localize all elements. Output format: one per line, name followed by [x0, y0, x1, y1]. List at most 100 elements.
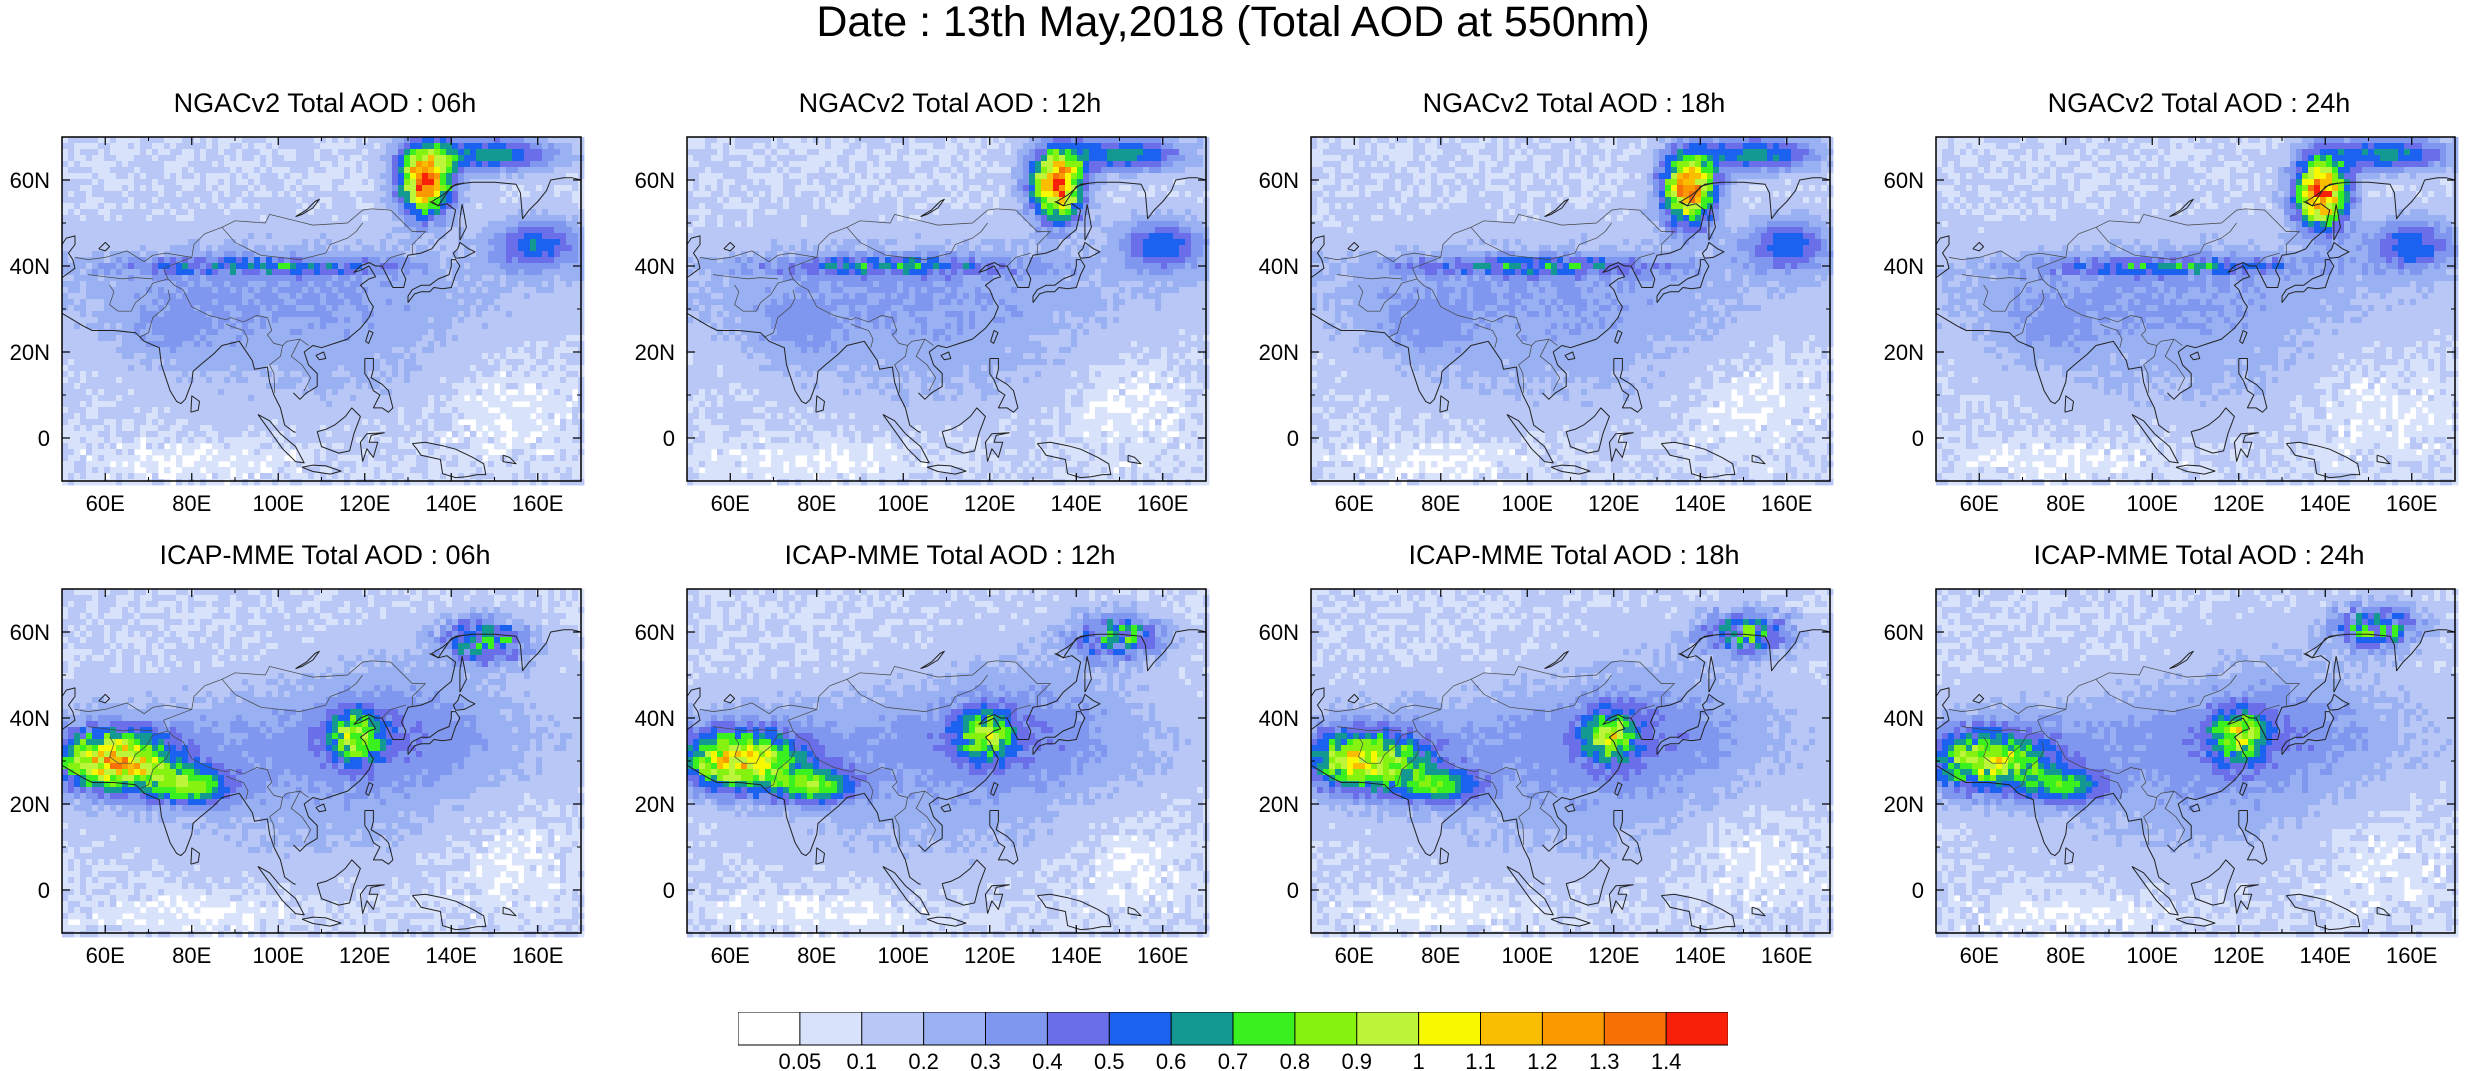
map-panel-ngac-06h: NGACv2 Total AOD : 06h 60E 80E 100E 120E 140…	[10, 88, 630, 528]
lon-tick-label: 100E	[878, 943, 929, 968]
lat-tick-label: 20N	[10, 340, 50, 365]
lon-tick-label: 120E	[339, 943, 390, 968]
colorbar-legend: 0.05 0.1 0.2 0.3 0.4 0.5 0.6 0.7 0.8 0.9 1 1.1 1.2 1.…	[738, 1012, 1728, 1071]
lon-tick-label: 120E	[964, 491, 1015, 516]
lon-tick-label: 80E	[1421, 491, 1460, 516]
lat-tick-label: 40N	[1259, 254, 1299, 279]
lon-tick-label: 100E	[253, 943, 304, 968]
lat-tick-label: 0	[1912, 426, 1924, 451]
coastline	[686, 177, 1207, 479]
map-plot: 60E 80E 100E 120E 140E 160E 60N 40N 20N 0	[10, 136, 585, 516]
lat-tick-label: 40N	[10, 706, 50, 731]
lat-tick-label: 40N	[10, 254, 50, 279]
colorbar-swatch	[1541, 1012, 1606, 1046]
colorbar-label: 0.2	[908, 1049, 939, 1071]
lon-tick-label: 140E	[1675, 491, 1726, 516]
country-borders	[74, 660, 427, 845]
lon-tick-label: 60E	[711, 491, 750, 516]
map-plot: 60E 80E 100E 120E 140E 160E 60N 40N 20N 0	[1884, 136, 2459, 516]
lon-tick-label: 120E	[1588, 943, 1639, 968]
colorbar-label: 1.2	[1527, 1049, 1558, 1071]
lon-tick-label: 140E	[426, 943, 477, 968]
lat-tick-label: 60N	[635, 620, 675, 645]
lon-tick-label: 80E	[2046, 943, 2085, 968]
lon-tick-label: 160E	[1761, 943, 1812, 968]
country-borders	[74, 208, 427, 393]
coastline	[1310, 629, 1831, 931]
colorbar-label: 0.9	[1341, 1049, 1372, 1071]
coastline	[61, 177, 582, 479]
lon-tick-label: 120E	[2213, 943, 2264, 968]
map-panel-ngac-18h: NGACv2 Total AOD : 18h 60E 80E 100E 120E 140…	[1259, 88, 1879, 528]
lat-tick-label: 20N	[635, 792, 675, 817]
lon-tick-label: 80E	[2046, 491, 2085, 516]
map-panel-icap-06h: ICAP-MME Total AOD : 06h 60E 80E 100E 120E 1…	[10, 540, 630, 980]
map-plot: 60E 80E 100E 120E 140E 160E 60N 40N 20N 0	[1259, 588, 1834, 968]
lon-tick-label: 60E	[1960, 491, 1999, 516]
lon-tick-label: 80E	[172, 491, 211, 516]
lat-tick-label: 40N	[1884, 254, 1924, 279]
lon-tick-label: 100E	[1502, 943, 1553, 968]
lon-tick-label: 160E	[2386, 491, 2437, 516]
colorbar-swatch	[985, 1012, 1049, 1046]
lat-tick-label: 40N	[635, 254, 675, 279]
panel-title: NGACv2 Total AOD : 18h	[1269, 88, 1879, 118]
aod-field	[1936, 137, 2459, 486]
lon-tick-label: 160E	[2386, 943, 2437, 968]
lat-tick-label: 0	[38, 878, 50, 903]
country-borders	[1323, 660, 1676, 845]
lon-tick-label: 160E	[1137, 943, 1188, 968]
lat-tick-label: 60N	[635, 168, 675, 193]
lon-tick-label: 80E	[1421, 943, 1460, 968]
colorbar-label: 0.6	[1156, 1049, 1187, 1071]
colorbar-swatch	[923, 1012, 987, 1046]
lon-tick-label: 160E	[512, 491, 563, 516]
coastline	[61, 629, 582, 931]
lon-tick-label: 140E	[1051, 943, 1102, 968]
panel-title: ICAP-MME Total AOD : 12h	[645, 540, 1255, 570]
lon-tick-label: 120E	[1588, 491, 1639, 516]
country-borders	[699, 208, 1052, 393]
lon-tick-label: 60E	[711, 943, 750, 968]
map-plot: 60E 80E 100E 120E 140E 160E 60N 40N 20N 0	[1259, 136, 1834, 516]
lon-tick-label: 140E	[1675, 943, 1726, 968]
colorbar-label: 1	[1413, 1049, 1425, 1071]
map-panel-icap-24h: ICAP-MME Total AOD : 24h 60E 80E 100E 120E 1…	[1884, 540, 2466, 980]
map-plot: 60E 80E 100E 120E 140E 160E 60N 40N 20N 0	[1884, 588, 2459, 968]
lon-tick-label: 100E	[2127, 491, 2178, 516]
lat-tick-label: 60N	[1259, 168, 1299, 193]
panel-title: NGACv2 Total AOD : 24h	[1894, 88, 2466, 118]
panel-title: ICAP-MME Total AOD : 18h	[1269, 540, 1879, 570]
figure-title: Date : 13th May,2018 (Total AOD at 550nm…	[0, 0, 2466, 44]
lat-tick-label: 0	[663, 426, 675, 451]
lon-tick-label: 60E	[1335, 943, 1374, 968]
lat-tick-label: 0	[1287, 878, 1299, 903]
panel-title: NGACv2 Total AOD : 06h	[20, 88, 630, 118]
lat-tick-label: 20N	[1259, 792, 1299, 817]
country-borders	[699, 660, 1052, 845]
colorbar-label: 0.1	[846, 1049, 877, 1071]
colorbar-label: 0.5	[1094, 1049, 1125, 1071]
map-panel-icap-18h: ICAP-MME Total AOD : 18h 60E 80E 100E 120E 1…	[1259, 540, 1879, 980]
lon-tick-label: 140E	[1051, 491, 1102, 516]
lat-tick-label: 60N	[1884, 168, 1924, 193]
lat-tick-label: 60N	[1884, 620, 1924, 645]
aod-field	[1311, 589, 1834, 938]
lat-tick-label: 0	[1287, 426, 1299, 451]
map-plot: 60E 80E 100E 120E 140E 160E 60N 40N 20N 0	[10, 588, 585, 968]
coastline	[1310, 177, 1831, 479]
aod-field	[1936, 589, 2459, 938]
lat-tick-label: 20N	[635, 340, 675, 365]
map-plot: 60E 80E 100E 120E 140E 160E 60N 40N 20N 0	[635, 588, 1210, 968]
aod-field	[687, 137, 1210, 486]
panel-title: ICAP-MME Total AOD : 24h	[1894, 540, 2466, 570]
colorbar-label: 1.3	[1589, 1049, 1620, 1071]
lon-tick-label: 60E	[1960, 943, 1999, 968]
colorbar-swatch	[1294, 1012, 1358, 1046]
colorbar-swatch	[1418, 1012, 1482, 1046]
lon-tick-label: 140E	[426, 491, 477, 516]
lon-tick-label: 100E	[1502, 491, 1553, 516]
lat-tick-label: 0	[38, 426, 50, 451]
map-panel-ngac-12h: NGACv2 Total AOD : 12h 60E 80E 100E 120E 140…	[635, 88, 1255, 528]
aod-field	[687, 589, 1210, 938]
